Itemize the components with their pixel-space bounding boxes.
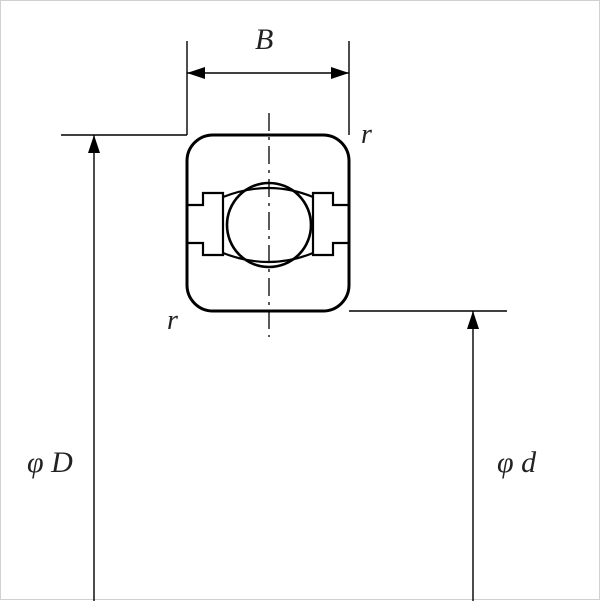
- bearing-cross-section-svg: [1, 1, 600, 601]
- label-r-top: r: [361, 119, 372, 151]
- label-B: B: [255, 23, 273, 57]
- label-phi-d: φ d: [497, 446, 536, 480]
- label-r-bottom: r: [167, 305, 178, 337]
- label-phi-D: φ D: [27, 446, 73, 480]
- diagram-frame: B r r φ D φ d: [0, 0, 600, 600]
